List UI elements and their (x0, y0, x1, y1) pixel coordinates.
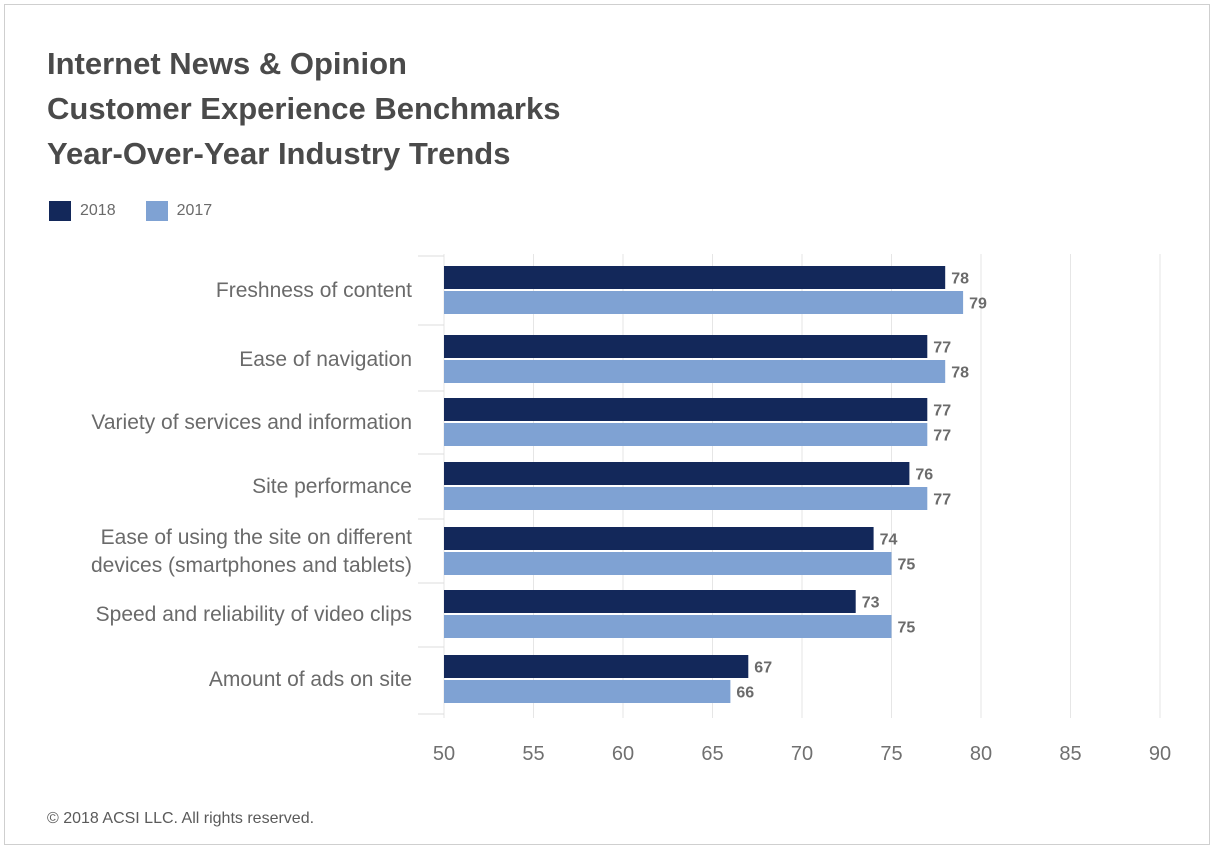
copyright-footer: © 2018 ACSI LLC. All rights reserved. (47, 810, 315, 827)
x-tick-label: 85 (1059, 743, 1081, 765)
data-label-2018: 78 (951, 271, 969, 288)
x-tick-label: 80 (970, 743, 992, 765)
legend-label-2017: 2017 (176, 202, 213, 219)
data-label-2018: 73 (862, 595, 880, 612)
legend-item-2017: 2017 (145, 201, 213, 221)
legend-swatch-2018 (49, 201, 71, 221)
bar-2018-1 (444, 335, 928, 358)
data-label-2017: 75 (898, 557, 916, 574)
chart-title-line: Year-Over-Year Industry Trends (47, 136, 511, 171)
data-label-2018: 67 (754, 660, 772, 677)
data-label-2018: 77 (933, 403, 951, 420)
data-label-2017: 77 (933, 428, 951, 445)
x-tick-label: 70 (791, 743, 813, 765)
data-label-2018: 77 (933, 340, 951, 357)
data-label-2018: 76 (915, 467, 933, 484)
category-label: Ease of using the site on different (101, 526, 412, 549)
bar-2017-6 (444, 680, 731, 703)
x-tick-label: 55 (522, 743, 544, 765)
bar-2017-1 (444, 360, 946, 383)
bar-2018-3 (444, 462, 910, 485)
bar-2017-2 (444, 423, 928, 446)
bar-2018-4 (444, 527, 874, 550)
chart-title: Internet News & Opinion Customer Experie… (47, 41, 560, 176)
chart-title-line: Customer Experience Benchmarks (47, 91, 561, 126)
x-tick-label: 60 (612, 743, 634, 765)
category-label: Variety of services and information (91, 411, 412, 434)
x-tick-label: 65 (701, 743, 723, 765)
category-label: Ease of navigation (239, 348, 412, 371)
category-label: Site performance (252, 475, 412, 498)
bar-2017-3 (444, 487, 928, 510)
bar-2017-5 (444, 615, 892, 638)
data-label-2018: 74 (880, 532, 898, 549)
data-label-2017: 78 (951, 365, 969, 382)
bar-2017-0 (444, 291, 964, 314)
data-label-2017: 66 (736, 685, 754, 702)
category-label: Speed and reliability of video clips (96, 603, 412, 626)
x-tick-label: 90 (1149, 743, 1171, 765)
legend-item-2018: 2018 (49, 201, 116, 221)
x-tick-label: 50 (433, 743, 455, 765)
category-label: devices (smartphones and tablets) (91, 554, 412, 577)
x-tick-label: 75 (880, 743, 902, 765)
legend-swatch-2017 (145, 201, 168, 221)
chart-frame: Internet News & Opinion Customer Experie… (4, 4, 1210, 845)
chart-legend: 2018 2017 (49, 201, 242, 221)
bar-2018-5 (444, 590, 856, 613)
bar-2018-2 (444, 398, 928, 421)
chart-title-line: Internet News & Opinion (47, 46, 407, 81)
bar-2017-4 (444, 552, 892, 575)
data-label-2017: 75 (898, 620, 916, 637)
data-label-2017: 79 (969, 296, 987, 313)
category-label: Amount of ads on site (209, 668, 412, 691)
bar-2018-6 (444, 655, 749, 678)
data-label-2017: 77 (933, 492, 951, 509)
legend-label-2018: 2018 (80, 202, 116, 219)
bar-2018-0 (444, 266, 946, 289)
category-label: Freshness of content (216, 279, 412, 302)
